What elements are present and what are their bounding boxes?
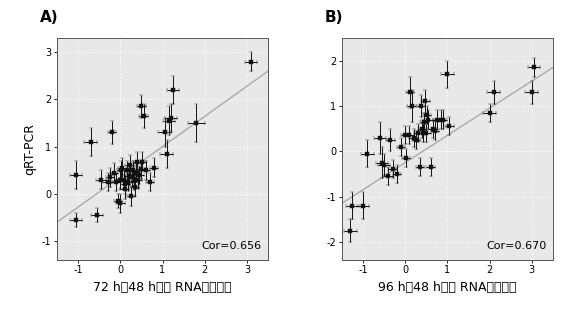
Text: Cor=0.670: Cor=0.670 <box>486 241 547 251</box>
Text: A): A) <box>40 10 59 25</box>
Text: Cor=0.656: Cor=0.656 <box>202 241 262 251</box>
X-axis label: 96 h和48 h样本 RNA测序比较: 96 h和48 h样本 RNA测序比较 <box>378 281 516 294</box>
X-axis label: 72 h和48 h样本 RNA测序比较: 72 h和48 h样本 RNA测序比较 <box>93 281 232 294</box>
Y-axis label: qRT-PCR: qRT-PCR <box>23 123 36 175</box>
Text: B): B) <box>325 10 344 25</box>
